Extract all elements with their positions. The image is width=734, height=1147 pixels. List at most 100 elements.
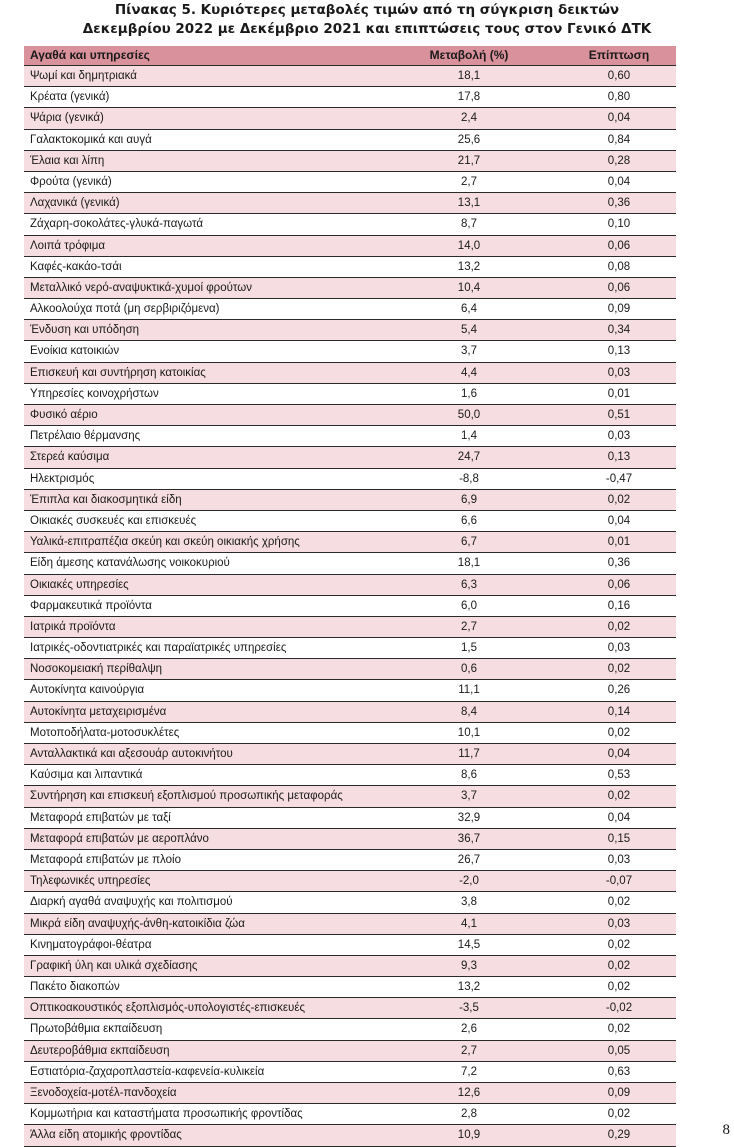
row-change: 2,7 — [461, 620, 477, 633]
row-impact: 0,06 — [607, 239, 631, 252]
table-row: Εστιατόρια-ζαχαροπλαστεία-καφενεία-κυλικ… — [24, 1061, 676, 1083]
row-change: 21,7 — [457, 154, 481, 167]
row-change: 6,9 — [461, 493, 477, 506]
table-row: Έπιπλα και διακοσμητικά είδη 6,9 0,02 — [24, 489, 676, 511]
table-row: Ιατρικά προϊόντα 2,7 0,02 — [24, 616, 676, 639]
table-row: Φυσικό αέριο 50,0 0,51 — [24, 405, 676, 427]
row-name: Φρούτα (γενικά) — [30, 175, 112, 188]
table-title-line-2: Δεκεμβρίου 2022 με Δεκέμβριο 2021 και επ… — [82, 21, 652, 37]
row-name: Αλκοολούχα ποτά (μη σερβιριζόμενα) — [30, 303, 220, 316]
row-impact: 0,02 — [607, 1023, 631, 1036]
table-row: Γαλακτοκομικά και αυγά 25,6 0,84 — [24, 129, 676, 151]
row-impact: 0,02 — [607, 790, 631, 803]
row-name: Ανταλλακτικά και αξεσουάρ αυτοκινήτου — [30, 748, 233, 760]
row-impact: 0,03 — [607, 853, 631, 866]
row-change: 6,3 — [461, 578, 477, 591]
table-row: Κρέατα (γενικά) 17,8 0,80 — [24, 87, 676, 109]
row-name: Άλλα είδη ατομικής φροντίδας — [30, 1129, 182, 1142]
row-impact: 0,26 — [607, 684, 631, 697]
row-name: Διαρκή αγαθά αναψυχής και πολιτισμού — [30, 896, 233, 909]
table-row: Ζάχαρη-σοκολάτες-γλυκά-παγωτά 8,7 0,10 — [24, 214, 676, 236]
row-change: 8,7 — [461, 218, 477, 231]
row-impact: 0,02 — [607, 896, 631, 909]
table-row: Μοτοποδήλατα-μοτοσυκλέτες 10,1 0,02 — [24, 722, 676, 744]
row-impact: 0,02 — [607, 959, 631, 972]
row-name: Εστιατόρια-ζαχαροπλαστεία-καφενεία-κυλικ… — [30, 1065, 265, 1078]
table-row: Ενοίκια κατοικιών 3,7 0,13 — [24, 341, 676, 363]
row-impact: 0,03 — [607, 430, 631, 443]
row-name: Μικρά είδη αναψυχής-άνθη-κατοικίδια ζώα — [30, 917, 245, 930]
row-name: Αυτοκίνητα καινούργια — [30, 684, 145, 697]
row-change: 26,7 — [457, 853, 481, 866]
row-name: Έλαια και λίπη — [30, 154, 105, 167]
header-impact: Επίπτωση — [588, 48, 650, 62]
header-goods-services: Αγαθά και υπηρεσίες — [30, 48, 150, 62]
table-row: Υπηρεσίες κοινοχρήστων 1,6 0,01 — [24, 383, 676, 405]
table-row: Μικρά είδη αναψυχής-άνθη-κατοικίδια ζώα 4… — [24, 913, 676, 935]
row-change: 14,5 — [457, 938, 481, 951]
row-change: 7,2 — [461, 1065, 477, 1078]
row-change: 0,6 — [461, 663, 477, 676]
row-name: Λοιπά τρόφιμα — [30, 239, 106, 252]
row-name: Οικιακές συσκευές και επισκευές — [30, 514, 197, 527]
row-impact: 0,84 — [607, 133, 631, 146]
table-row: Φαρμακευτικά προϊόντα 6,0 0,16 — [24, 595, 676, 617]
table-row: Επισκευή και συντήρηση κατοικίας 4,4 0,03 — [24, 362, 676, 384]
row-impact: 0,02 — [607, 981, 631, 994]
row-impact: 0,02 — [607, 938, 631, 951]
row-name: Ψάρια (γενικά) — [30, 112, 104, 125]
row-impact: 0,03 — [607, 642, 631, 655]
table-row: Οπτικοακουστικός εξοπλισμός-υπολογιστές-… — [24, 998, 676, 1020]
row-change: 18,1 — [457, 557, 481, 570]
table-row: Δευτεροβάθμια εκπαίδευση 2,7 0,05 — [24, 1040, 676, 1062]
row-name: Ιατρικές-οδοντιατρικές και παραϊατρικές … — [30, 642, 287, 655]
row-impact: 0,10 — [607, 218, 631, 231]
row-name: Καφές-κακάο-τσάι — [30, 260, 122, 273]
row-impact: -0,02 — [605, 1002, 633, 1015]
row-change: 36,7 — [457, 832, 481, 845]
row-name: Κινηματογράφοι-θέατρα — [30, 938, 152, 951]
price-change-table: Αγαθά και υπηρεσίες Μεταβολή (%) Επίπτωσ… — [24, 46, 676, 1147]
row-name: Κρέατα (γενικά) — [30, 91, 110, 104]
row-change: 2,4 — [461, 112, 477, 125]
row-impact: 0,02 — [607, 663, 631, 676]
table-row: Πετρέλαιο θέρμανσης 1,4 0,03 — [24, 426, 676, 448]
row-impact: 0,06 — [607, 281, 631, 294]
row-name: Μεταφορά επιβατών με πλοίο — [30, 853, 181, 866]
row-impact: 0,13 — [607, 451, 631, 464]
table-row: Ανταλλακτικά και αξεσουάρ αυτοκινήτου 11,… — [24, 744, 676, 766]
table-row: Κινηματογράφοι-θέατρα 14,5 0,02 — [24, 934, 676, 956]
table-row: Υαλικά-επιτραπέζια σκεύη και σκεύη οικια… — [24, 532, 676, 554]
row-impact: 0,51 — [607, 409, 631, 421]
table-row: Μεταλλικό νερό-αναψυκτικά-χυμοί φρούτων 1… — [24, 277, 676, 300]
row-impact: 0,03 — [607, 366, 631, 379]
row-name: Φυσικό αέριο — [30, 409, 98, 421]
row-name: Αυτοκίνητα μεταχειρισμένα — [30, 705, 167, 718]
row-impact: 0,60 — [607, 70, 631, 82]
table-row: Αυτοκίνητα καινούργια 11,1 0,26 — [24, 680, 676, 702]
row-impact: 0,01 — [607, 536, 631, 549]
row-change: 3,7 — [461, 790, 477, 803]
row-change: 2,8 — [461, 1108, 477, 1121]
row-name: Μεταλλικό νερό-αναψυκτικά-χυμοί φρούτων — [30, 281, 252, 294]
table-row: Αυτοκίνητα μεταχειρισμένα 8,4 0,14 — [24, 701, 676, 723]
row-impact: 0,02 — [607, 726, 631, 739]
row-name: Κομμωτήρια και καταστήματα προσωπικής φρ… — [30, 1108, 303, 1121]
row-change: -2,0 — [459, 875, 479, 888]
row-name: Γραφική ύλη και υλικά σχεδίασης — [30, 959, 198, 972]
row-change: 10,9 — [457, 1129, 481, 1142]
row-name: Πρωτοβάθμια εκπαίδευση — [30, 1023, 163, 1036]
page-number: 8 — [722, 1122, 731, 1138]
row-change: 5,4 — [461, 324, 477, 337]
table-row: Έλαια και λίπη 21,7 0,28 — [24, 150, 676, 172]
row-change: 24,7 — [457, 451, 481, 464]
table-row: Λοιπά τρόφιμα 14,0 0,06 — [24, 235, 676, 257]
row-impact: 0,06 — [607, 578, 631, 591]
row-change: -3,5 — [459, 1002, 479, 1015]
row-name: Πακέτο διακοπών — [30, 981, 120, 994]
table-row: Μεταφορά επιβατών με πλοίο 26,7 0,03 — [24, 849, 676, 872]
row-name: Δευτεροβάθμια εκπαίδευση — [30, 1044, 170, 1057]
row-name: Νοσοκομειακή περίθαλψη — [30, 663, 163, 676]
row-change: 9,3 — [461, 959, 477, 972]
table-row: Ιατρικές-οδοντιατρικές και παραϊατρικές … — [24, 638, 676, 660]
